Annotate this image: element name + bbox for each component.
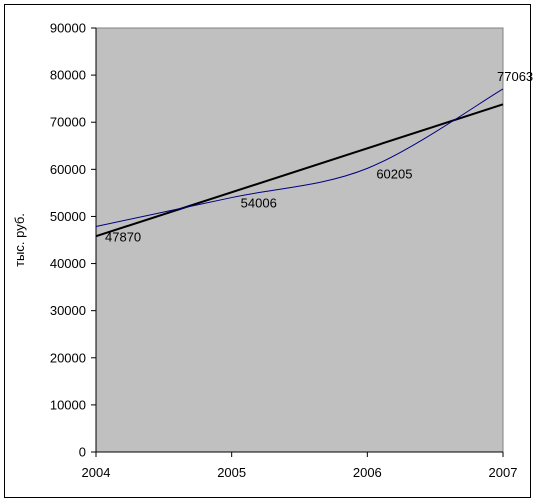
y-tick-label: 70000 (50, 115, 86, 130)
y-tick-label: 60000 (50, 162, 86, 177)
y-tick-label: 40000 (50, 256, 86, 271)
data-label: 54006 (241, 196, 277, 211)
series-layer (95, 88, 504, 227)
y-tick-label: 20000 (50, 350, 86, 365)
y-axis-title: тыс. руб. (12, 213, 27, 267)
trendline-layer (95, 103, 504, 238)
data-label: 60205 (376, 166, 412, 181)
y-tick-label: 10000 (50, 397, 86, 412)
y-tick-label: 90000 (50, 21, 86, 36)
x-tick-label: 2004 (82, 465, 111, 480)
data-label: 77063 (497, 69, 533, 84)
x-tick-label: 2007 (489, 465, 518, 480)
x-axis-ticks: 2004 2005 2006 2007 (82, 452, 518, 480)
y-axis-ticks: 0 10000 20000 30000 40000 50000 60000 70000 8000… (50, 21, 96, 460)
trendline (95, 103, 504, 238)
plot-area (95, 27, 504, 453)
y-tick-label: 0 (79, 445, 86, 460)
series-line (95, 88, 504, 227)
y-tick-label: 30000 (50, 303, 86, 318)
y-tick-label: 80000 (50, 68, 86, 83)
x-tick-label: 2005 (217, 465, 246, 480)
y-tick-label: 50000 (50, 209, 86, 224)
x-tick-label: 2006 (353, 465, 382, 480)
data-labels-layer: 47870 54006 60205 77063 (105, 69, 533, 245)
data-label: 47870 (105, 229, 141, 244)
